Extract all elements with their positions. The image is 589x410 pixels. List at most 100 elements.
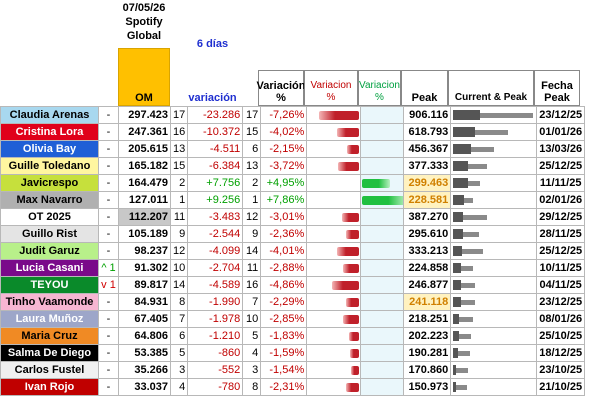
bar-box (452, 261, 536, 276)
variation: -4.099 (187, 242, 244, 260)
peak-date: 23/12/25 (536, 293, 586, 311)
position-change: - (98, 157, 119, 175)
neg-bar-cell (306, 327, 362, 345)
position-change: - (98, 106, 119, 124)
neg-bar (343, 315, 360, 324)
peak-bar (453, 266, 474, 271)
neg-bar-cell (306, 157, 362, 175)
om-header: OM (118, 48, 170, 106)
pos-bar-cell (360, 259, 405, 277)
artist-name: Olivia Bay (0, 140, 99, 158)
bar-box (362, 278, 403, 293)
peak-date: 25/12/25 (536, 157, 586, 175)
bar-box (362, 176, 403, 191)
om-value: 247.361 (118, 123, 171, 141)
variation-pct: +4,95% (260, 174, 308, 192)
peak-value: 295.610 (403, 225, 452, 243)
peak-bar (453, 368, 469, 373)
om-value: 127.011 (118, 191, 171, 209)
bar-box (308, 380, 360, 395)
neg-bar (350, 349, 360, 358)
bar-box (452, 176, 536, 191)
position-change: - (98, 310, 119, 328)
table-row: Claudia Arenas -297.423 17 -23.286 17 -7,26% 9… (0, 106, 586, 124)
variation-rank: 16 (169, 123, 189, 141)
variation-pct-rank: 3 (242, 361, 262, 379)
current-peak-cell (450, 140, 538, 158)
peak-value: 377.333 (403, 157, 452, 175)
bar-box (362, 108, 403, 123)
position-change: - (98, 344, 119, 362)
peak-value: 906.116 (403, 106, 452, 124)
artist-name: Tinho Vaamonde (0, 293, 99, 311)
variation-pct-rank: 6 (242, 140, 262, 158)
current-bar (453, 314, 460, 324)
peak-bar (453, 334, 472, 339)
variation-rank: 2 (169, 174, 189, 192)
neg-bar (350, 366, 360, 375)
variation-rank: 4 (169, 378, 189, 396)
peak-date: 23/12/25 (536, 106, 586, 124)
peak-bar (453, 351, 471, 356)
position-change: - (98, 225, 119, 243)
bar-box (308, 159, 360, 174)
current-bar (453, 280, 462, 290)
neg-bar (342, 213, 360, 222)
bar-box (362, 159, 403, 174)
position-change: - (98, 123, 119, 141)
pos-bar-cell (360, 225, 405, 243)
peak-value: 246.877 (403, 276, 452, 294)
variation-pct: -1,59% (260, 344, 308, 362)
bar-box (452, 125, 536, 140)
current-bar (453, 348, 458, 358)
bar-box (308, 244, 360, 259)
variation-pct: -2,31% (260, 378, 308, 396)
neg-bar (318, 111, 360, 120)
variation-rank: 7 (169, 310, 189, 328)
peak-date: 04/11/25 (536, 276, 586, 294)
peak-value: 618.793 (403, 123, 452, 141)
artist-name: Lucia Casani (0, 259, 99, 277)
position-change: v 1 (98, 276, 119, 294)
peak-bar (453, 113, 534, 118)
variation-pct-header: Variación % (257, 70, 305, 106)
current-bar (453, 110, 480, 120)
peak-bar (453, 385, 467, 390)
peak-bar (453, 232, 480, 237)
artist-name: Judit Garuz (0, 242, 99, 260)
neg-bar (347, 145, 360, 154)
peak-value: 333.213 (403, 242, 452, 260)
variation-rank: 15 (169, 157, 189, 175)
neg-bar (336, 247, 360, 256)
bar-box (452, 346, 536, 361)
bar-box (452, 329, 536, 344)
position-change: - (98, 208, 119, 226)
bar-box (308, 363, 360, 378)
current-peak-header: Current & Peak (448, 70, 534, 106)
bar-box (452, 210, 536, 225)
current-peak-cell (450, 327, 538, 345)
neg-bar-cell (306, 140, 362, 158)
pos-bar-cell (360, 174, 405, 192)
table-row: Lucia Casani ^ 1 91.302 10 -2.704 11 -2,88% 224… (0, 259, 586, 277)
current-bar (453, 195, 465, 205)
table-row: Max Navarro -127.011 1 +9.256 1 +7,86% 228.581… (0, 191, 586, 209)
peak-bar (453, 283, 476, 288)
pos-bar-cell (360, 208, 405, 226)
om-value: 112.207 (118, 208, 171, 226)
peak-bar (453, 164, 487, 169)
peak-bar (453, 215, 488, 220)
om-value: 64.806 (118, 327, 171, 345)
bar-box (308, 210, 360, 225)
artist-name: Maria Cruz (0, 327, 99, 345)
bar-box (308, 193, 360, 208)
variation-pct-rank: 14 (242, 242, 262, 260)
variation: -1.978 (187, 310, 244, 328)
position-change: - (98, 242, 119, 260)
bar-box (452, 159, 536, 174)
bar-box (362, 329, 403, 344)
variation: -552 (187, 361, 244, 379)
table-row: TEYOU v 1 89.817 14 -4.589 16 -4,86% 246.877 04/… (0, 276, 586, 294)
peak-date: 11/11/25 (536, 174, 586, 192)
